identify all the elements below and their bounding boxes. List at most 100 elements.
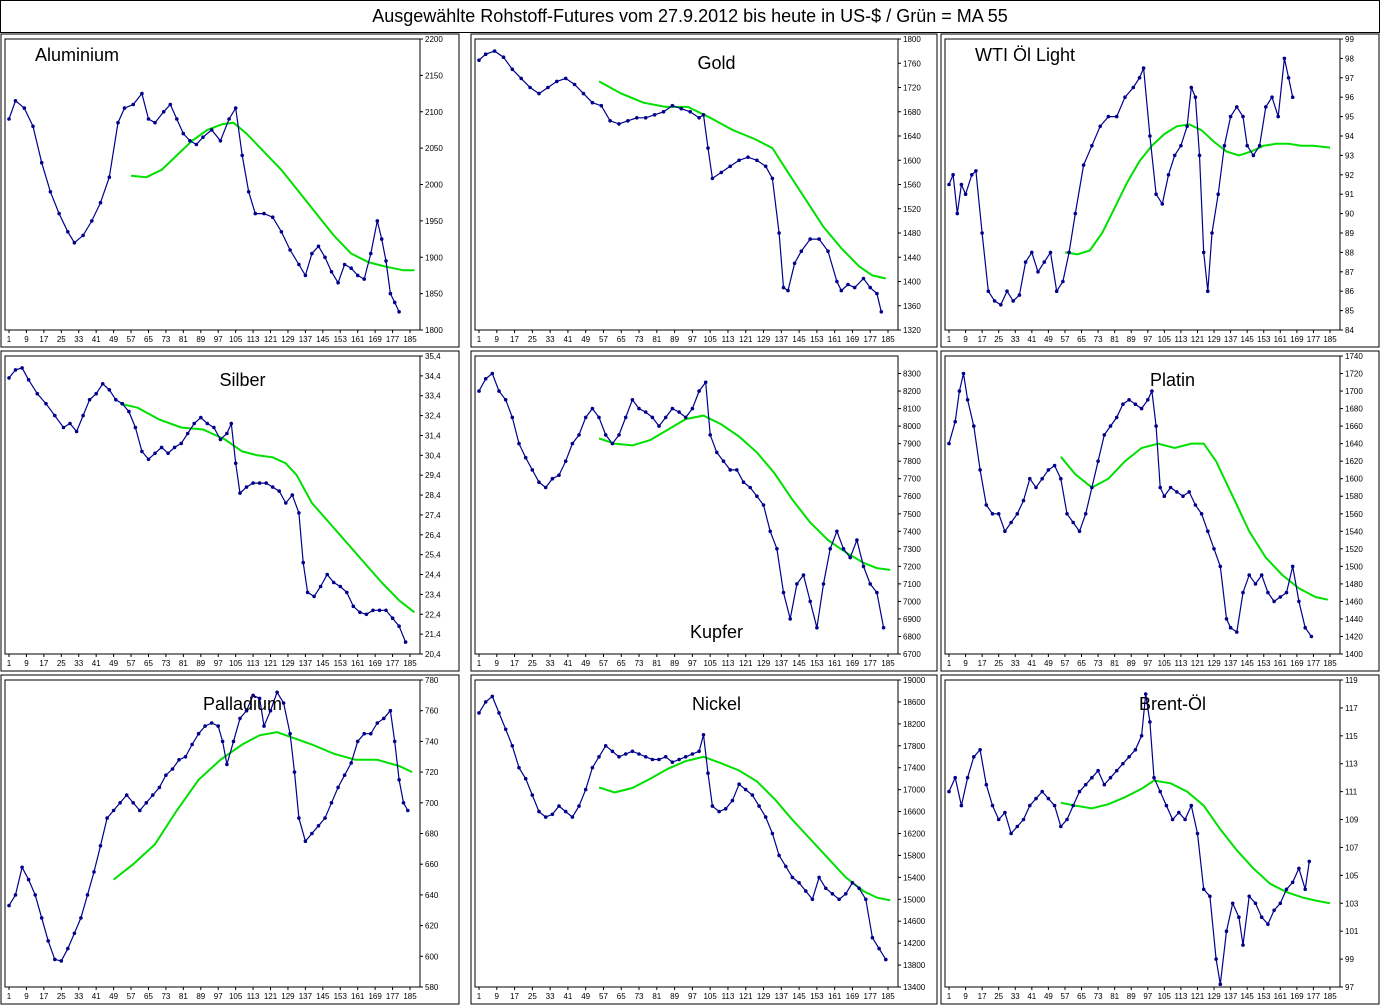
price-point: [257, 481, 262, 485]
price-point: [1003, 810, 1007, 815]
x-axis-platin: 1 9 17 25 33 41 49 57 65 73 81 89 97 105 113 121 129 137 1…: [947, 654, 1337, 668]
price-point: [643, 116, 648, 120]
price-point: [338, 584, 343, 589]
price-point: [268, 708, 273, 713]
price-point: [770, 831, 775, 836]
price-point: [1096, 459, 1100, 463]
y-tick-label: 2100: [425, 108, 443, 117]
price-points-palladium: [7, 690, 410, 963]
x-tick-label: 169: [1290, 992, 1304, 1001]
x-tick-label: 25: [994, 659, 1003, 668]
x-tick-label: 169: [846, 992, 860, 1001]
price-point: [1187, 490, 1191, 494]
price-point: [781, 285, 786, 290]
price-point: [857, 886, 861, 891]
price-point: [303, 273, 308, 278]
price-point: [670, 103, 675, 108]
price-point: [763, 164, 768, 169]
price-point: [817, 237, 821, 241]
panel-title-brent-oel: Brent-Öl: [1139, 694, 1206, 714]
x-tick-label: 105: [1158, 335, 1172, 344]
y-axis-kupfer: 6700 6800 6900 7000 7100 7200 7300 7400 7500 7600…: [898, 370, 921, 659]
price-point: [270, 485, 275, 489]
x-tick-label: 89: [670, 992, 679, 1001]
price-point: [397, 778, 401, 782]
x-tick-label: 185: [1323, 992, 1337, 1001]
y-tick-label: 16600: [903, 808, 926, 817]
price-points-brent-oel: [947, 692, 1312, 986]
price-point: [292, 770, 297, 774]
x-tick-label: 153: [810, 335, 824, 344]
price-point: [959, 182, 964, 187]
x-tick-label: 97: [214, 992, 223, 1001]
price-point: [577, 433, 581, 437]
price-point: [209, 128, 214, 132]
x-tick-label: 129: [757, 335, 771, 344]
x-tick-label: 81: [1110, 992, 1119, 1001]
x-tick-label: 49: [1044, 992, 1053, 1001]
price-point: [1278, 901, 1283, 906]
price-point: [868, 285, 872, 290]
x-tick-label: 129: [281, 992, 295, 1001]
price-point: [603, 433, 608, 437]
price-point: [492, 49, 497, 53]
price-point: [35, 391, 40, 396]
y-tick-label: 17800: [903, 742, 926, 751]
x-tick-label: 89: [670, 335, 679, 344]
price-point: [303, 839, 308, 843]
x-tick-label: 121: [1191, 992, 1205, 1001]
y-tick-label: 92: [1345, 171, 1354, 180]
panel-frame-gold: [470, 33, 938, 348]
y-tick-label: 98: [1345, 54, 1354, 63]
price-point: [703, 380, 708, 385]
x-tick-label: 169: [1290, 335, 1304, 344]
price-point: [382, 716, 386, 721]
price-point: [1017, 293, 1022, 297]
price-point: [310, 251, 314, 256]
price-point: [590, 406, 595, 411]
y-tick-label: 1600: [903, 156, 921, 165]
price-point: [225, 762, 229, 767]
x-tick-label: 169: [1290, 659, 1304, 668]
x-tick-label: 41: [1027, 992, 1036, 1001]
y-tick-label: 95: [1345, 113, 1354, 122]
price-point: [855, 538, 859, 542]
price-point: [166, 451, 170, 456]
price-point: [1059, 476, 1063, 481]
price-point: [284, 501, 288, 505]
price-point: [1170, 817, 1175, 822]
x-tick-label: 177: [864, 659, 878, 668]
price-point: [118, 801, 122, 805]
ma55-line-gold: [598, 80, 887, 280]
price-point: [717, 809, 721, 814]
price-point: [1168, 485, 1173, 490]
price-point: [663, 415, 668, 420]
x-tick-label: 161: [1274, 335, 1288, 344]
price-point: [1021, 498, 1026, 503]
price-point: [1108, 775, 1113, 780]
price-point: [358, 610, 362, 615]
y-tick-label: 17000: [903, 786, 926, 795]
price-point: [57, 211, 61, 216]
x-tick-label: 33: [546, 659, 555, 668]
price-point: [13, 893, 18, 897]
price-point: [510, 67, 515, 72]
price-point: [972, 424, 976, 428]
x-tick-label: 1: [7, 992, 12, 1001]
x-tick-label: 113: [1175, 335, 1188, 344]
x-tick-label: 33: [74, 335, 83, 344]
x-tick-label: 161: [1274, 992, 1288, 1001]
plot-area-kupfer: [474, 355, 899, 655]
chart-svg-brent: 97 99 101 103 105 107 109 111 113 115 117 119 1 9 17 25…: [940, 674, 1380, 1005]
price-point: [1154, 424, 1158, 428]
price-point: [517, 441, 521, 446]
price-point: [1228, 625, 1233, 630]
y-tick-label: 96: [1345, 93, 1354, 102]
price-point: [590, 765, 595, 770]
y-tick-label: 103: [1345, 899, 1359, 908]
price-point: [1071, 803, 1075, 808]
y-tick-label: 6800: [903, 632, 921, 641]
x-tick-label: 25: [57, 992, 66, 1001]
price-point: [1059, 824, 1063, 829]
y-tick-label: 1740: [1345, 352, 1363, 361]
